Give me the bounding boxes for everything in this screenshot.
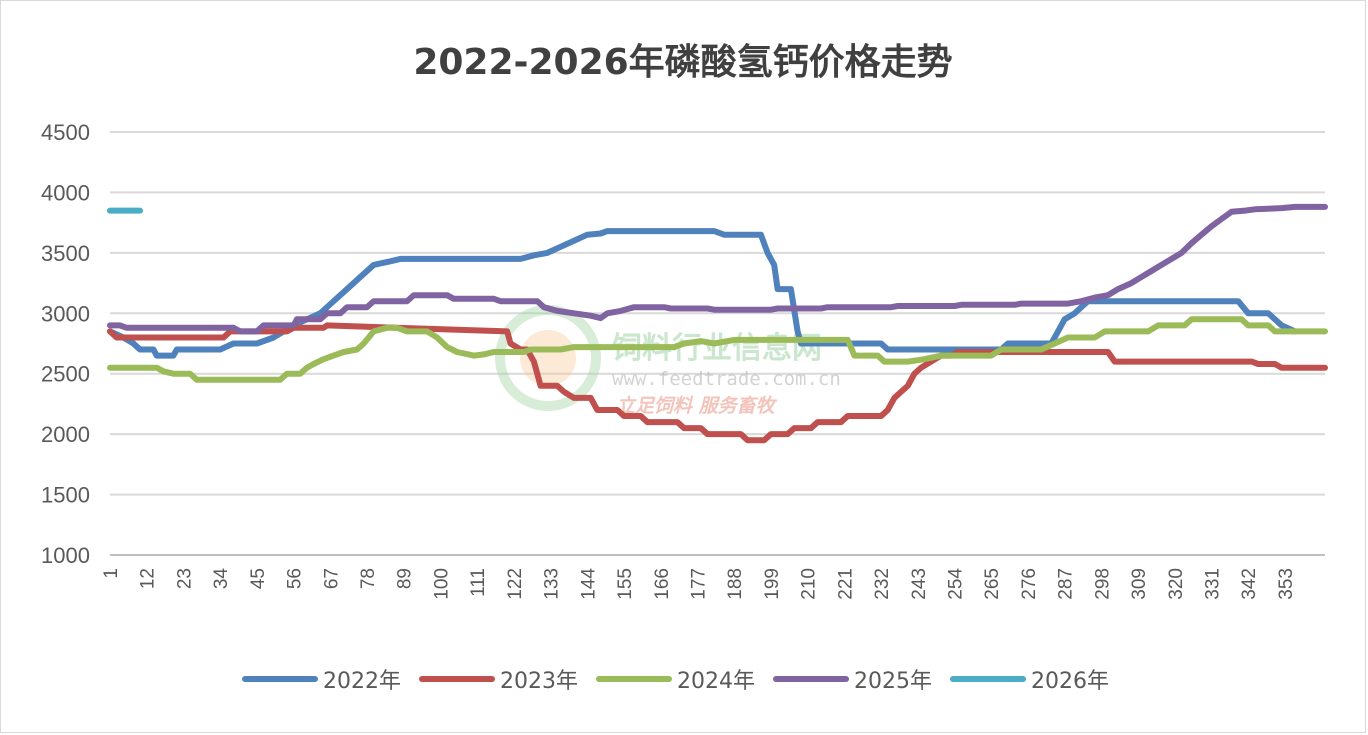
x-tick-label: 309: [1129, 568, 1150, 600]
legend-label: 2026年: [1031, 669, 1109, 694]
x-tick-label: 23: [174, 568, 195, 589]
x-tick-label: 188: [725, 568, 746, 600]
series-line-2025: [107, 203, 1328, 335]
x-tick-label: 287: [1056, 568, 1077, 600]
y-tick-label: 2500: [41, 362, 90, 387]
series-lines: [107, 203, 1328, 444]
y-tick-label: 3000: [41, 301, 90, 326]
x-tick-label: 342: [1239, 568, 1260, 600]
x-tick-label: 1: [101, 568, 122, 579]
legend-label: 2022年: [323, 669, 401, 694]
y-tick-label: 4000: [41, 180, 90, 205]
watermark-url: www.feedtrade.com.cn: [612, 368, 841, 390]
x-tick-label: 243: [909, 568, 930, 600]
x-tick-label: 199: [762, 568, 783, 600]
x-axis-ticks: 1 12 23 34 45 56 67 78 89 100 111 122 133 144 155 166 17…: [101, 568, 1297, 600]
x-tick-label: 221: [835, 568, 856, 600]
x-tick-label: 210: [799, 568, 820, 600]
y-tick-label: 3500: [41, 241, 90, 266]
x-tick-label: 254: [945, 568, 966, 600]
x-tick-label: 56: [285, 568, 306, 589]
x-tick-label: 133: [542, 568, 563, 600]
x-tick-label: 34: [211, 568, 232, 590]
y-tick-label: 1500: [41, 483, 90, 508]
grid: [110, 131, 1325, 556]
x-tick-label: 111: [468, 568, 489, 597]
legend-label: 2025年: [854, 669, 932, 694]
x-tick-label: 78: [358, 568, 379, 589]
x-tick-label: 298: [1092, 568, 1113, 600]
x-tick-label: 12: [138, 568, 159, 589]
x-tick-label: 331: [1203, 568, 1224, 600]
legend-label: 2023年: [500, 669, 578, 694]
legend-label: 2024年: [677, 669, 755, 694]
x-tick-label: 100: [431, 568, 452, 600]
x-tick-label: 155: [615, 568, 636, 600]
watermark: 饲料行业信息网 www.feedtrade.com.cn 立足饲料 服务畜牧: [495, 305, 841, 417]
x-tick-label: 166: [652, 568, 673, 600]
x-tick-label: 67: [321, 568, 342, 589]
x-tick-label: 320: [1166, 568, 1187, 600]
x-tick-label: 177: [688, 568, 709, 600]
legend: 2022年 2023年 2024年 2025年 2026年: [242, 669, 1109, 694]
y-tick-label: 2000: [41, 422, 90, 447]
y-tick-label: 4500: [41, 120, 90, 145]
y-tick-label: 1000: [41, 543, 90, 568]
series-line-2024: [107, 316, 1328, 383]
watermark-slogan: 立足饲料 服务畜牧: [616, 395, 778, 417]
x-tick-label: 144: [578, 568, 599, 600]
series-line-2022: [107, 228, 1298, 359]
x-tick-label: 45: [248, 568, 269, 589]
x-tick-label: 353: [1276, 568, 1297, 600]
x-tick-label: 232: [872, 568, 893, 600]
x-tick-label: 276: [1019, 568, 1040, 600]
chart-title: 2022-2026年磷酸氢钙价格走势: [413, 42, 952, 83]
y-axis-ticks: 1000 1500 2000 2500 3000 3500 4000 4500: [41, 120, 90, 568]
x-tick-label: 89: [395, 568, 416, 589]
watermark-logo-center: [520, 330, 576, 386]
x-tick-label: 265: [982, 568, 1003, 600]
x-tick-label: 122: [505, 568, 526, 600]
